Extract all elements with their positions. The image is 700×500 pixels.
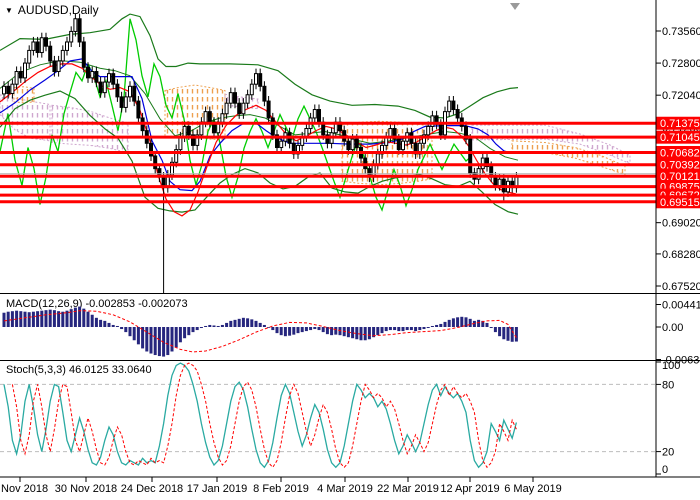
support-resistance-lines: [0, 121, 656, 204]
stoch-signal-line: [11, 362, 517, 469]
bollinger-upper: [0, 13, 519, 119]
svg-text:0.70392: 0.70392: [660, 160, 700, 172]
svg-text:0.72040: 0.72040: [662, 90, 700, 102]
svg-text:8 Feb 2019: 8 Feb 2019: [253, 483, 309, 495]
svg-text:30 Nov 2018: 30 Nov 2018: [55, 483, 117, 495]
svg-text:8 Nov 2018: 8 Nov 2018: [0, 483, 48, 495]
ichimoku-clouds: [0, 84, 631, 186]
svg-text:0.00: 0.00: [662, 322, 683, 334]
symbol-text: AUDUSD,Daily: [17, 3, 99, 17]
svg-text:4 Mar 2019: 4 Mar 2019: [317, 483, 373, 495]
svg-text:0.004413: 0.004413: [662, 299, 700, 311]
svg-text:17 Jan 2019: 17 Jan 2019: [187, 483, 248, 495]
macd-panel: [2, 306, 518, 357]
svg-text:0.71045: 0.71045: [660, 132, 700, 144]
level-price-tags: 0.713750.710450.706820.703920.701210.698…: [656, 116, 700, 209]
macd-indicator-label: MACD(12,26,9) -0.002853 -0.002073: [6, 298, 188, 310]
svg-text:22 Mar 2019: 22 Mar 2019: [377, 483, 439, 495]
svg-text:24 Dec 2018: 24 Dec 2018: [121, 483, 183, 495]
chevron-down-icon: ▼: [5, 6, 13, 15]
stoch-main-line: [3, 362, 518, 469]
axis-labels: 0.735600.728000.720400.712800.690200.682…: [0, 26, 700, 495]
svg-text:0.69515: 0.69515: [660, 197, 700, 209]
svg-text:6 May 2019: 6 May 2019: [504, 483, 561, 495]
svg-text:0.68280: 0.68280: [662, 249, 700, 261]
main-price-panel: [0, 3, 656, 293]
symbol-label[interactable]: ▼ AUDUSD,Daily: [5, 3, 99, 17]
svg-text:0.70682: 0.70682: [660, 148, 700, 160]
svg-text:0.72800: 0.72800: [662, 58, 700, 70]
svg-text:0.71375: 0.71375: [660, 118, 700, 130]
svg-text:12 Apr 2019: 12 Apr 2019: [440, 483, 499, 495]
panel-borders: [0, 0, 700, 478]
stoch-indicator-label: Stoch(5,3,3) 46.0125 33.0640: [6, 364, 152, 376]
current-bar-marker-icon: [510, 3, 520, 10]
svg-text:100: 100: [662, 360, 680, 372]
svg-text:-0.006381: -0.006381: [662, 355, 700, 367]
svg-text:20: 20: [662, 447, 674, 459]
svg-text:80: 80: [662, 379, 674, 391]
candles-layer: [2, 13, 519, 293]
svg-text:0: 0: [662, 464, 668, 476]
stochastic-panel: [0, 362, 656, 469]
macd-histogram: [2, 306, 518, 357]
svg-text:0.73560: 0.73560: [662, 26, 700, 38]
svg-text:0.67520: 0.67520: [662, 281, 700, 293]
svg-text:0.69020: 0.69020: [662, 218, 700, 230]
